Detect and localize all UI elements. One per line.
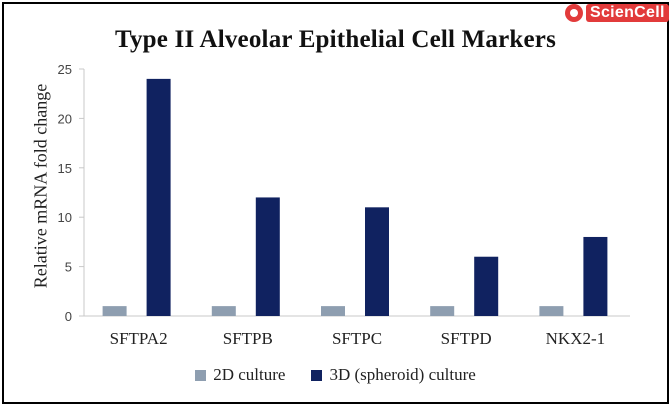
y-tick-label: 0 [65,309,72,324]
x-category-label: SFTPD [441,329,492,348]
y-tick-label: 10 [58,210,72,225]
y-tick-label: 5 [65,260,72,275]
bar-3d-nkx2-1 [583,236,608,316]
bar-2d-sftpa2 [102,306,127,316]
y-tick-label: 25 [58,62,72,77]
bar-3d-sftpb [255,197,280,316]
logo-mark-icon [565,4,583,22]
legend-swatch-2d [195,369,207,381]
bar-2d-sftpb [211,306,236,316]
y-tick-label: 15 [58,161,72,176]
logo-text: ScienCell [586,4,669,22]
bar-3d-sftpd [474,256,499,316]
x-category-label: NKX2-1 [546,329,606,348]
chart-legend: 2D culture 3D (spheroid) culture [0,365,671,385]
x-category-label: SFTPB [223,329,273,348]
bar-2d-nkx2-1 [539,306,564,316]
bar-3d-sftpa2 [146,78,171,316]
legend-swatch-3d [311,369,323,381]
x-category-label: SFTPA2 [110,329,168,348]
brand-logo: ScienCell [565,2,669,24]
bar-2d-sftpc [321,306,345,316]
legend-item-3d: 3D (spheroid) culture [311,365,476,385]
x-category-label: SFTPC [332,329,382,348]
y-tick-label: 20 [58,111,72,126]
legend-item-2d: 2D culture [195,365,285,385]
legend-label-2d: 2D culture [213,365,286,384]
legend-label-3d: 3D (spheroid) culture [329,365,476,384]
chart-title: Type II Alveolar Epithelial Cell Markers [114,26,557,53]
bar-2d-sftpd [430,306,455,316]
bar-3d-sftpc [365,207,389,316]
